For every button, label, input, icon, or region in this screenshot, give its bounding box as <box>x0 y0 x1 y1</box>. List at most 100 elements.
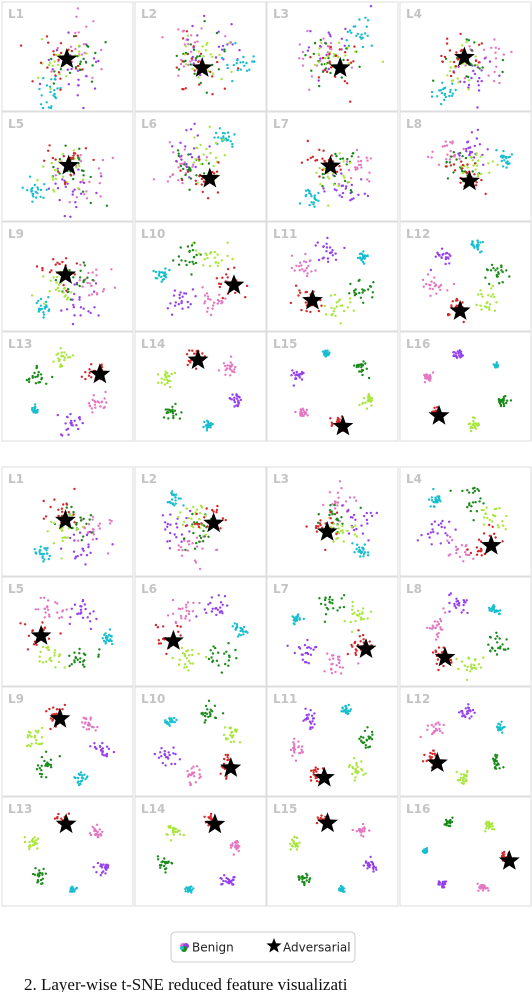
point <box>493 649 497 652</box>
point <box>351 600 354 604</box>
point <box>430 95 434 98</box>
point <box>172 416 175 420</box>
point <box>94 51 97 55</box>
point <box>33 548 36 551</box>
point <box>188 249 191 253</box>
point <box>69 156 73 159</box>
point <box>286 644 289 647</box>
point <box>487 294 490 297</box>
point <box>441 731 444 735</box>
point <box>166 522 169 526</box>
point <box>325 70 329 74</box>
point <box>338 165 341 168</box>
point <box>113 286 117 289</box>
point <box>364 746 367 749</box>
point <box>194 367 198 370</box>
point <box>183 654 187 658</box>
point <box>167 757 170 760</box>
point <box>187 610 191 613</box>
point <box>344 705 347 708</box>
point <box>350 155 353 158</box>
point <box>446 74 449 77</box>
point <box>317 258 321 262</box>
point <box>471 501 475 504</box>
point <box>221 301 224 304</box>
point <box>59 77 62 80</box>
point <box>506 162 510 166</box>
point <box>449 658 453 662</box>
point <box>192 531 195 535</box>
point <box>107 747 111 751</box>
point <box>90 407 94 410</box>
point <box>63 214 66 218</box>
point <box>306 29 309 33</box>
point <box>436 635 440 638</box>
point <box>78 660 82 664</box>
point <box>336 504 339 507</box>
point <box>314 159 317 162</box>
point <box>225 777 228 780</box>
point <box>199 536 203 540</box>
point <box>82 181 86 185</box>
panel-label: L13 <box>8 802 32 816</box>
point <box>34 867 37 870</box>
point <box>202 529 205 533</box>
point <box>224 297 227 300</box>
point <box>461 489 464 493</box>
point <box>59 347 62 350</box>
point <box>54 182 57 185</box>
point <box>56 261 59 264</box>
point <box>381 60 385 63</box>
point <box>324 353 327 357</box>
point <box>87 530 90 534</box>
point <box>354 648 357 651</box>
point <box>367 746 370 749</box>
point <box>83 51 86 54</box>
point <box>218 282 221 285</box>
point <box>223 50 226 53</box>
point <box>500 154 504 157</box>
point <box>28 840 31 844</box>
point <box>497 47 501 50</box>
point <box>455 51 458 54</box>
point <box>490 646 494 649</box>
point <box>464 553 468 556</box>
point <box>46 66 49 69</box>
point <box>330 48 333 51</box>
point <box>33 736 37 739</box>
point <box>476 550 480 553</box>
point <box>222 362 226 365</box>
point <box>298 877 301 880</box>
point <box>375 868 378 871</box>
point <box>187 543 191 546</box>
point <box>361 769 364 772</box>
point <box>177 166 180 169</box>
point <box>214 261 218 264</box>
point <box>472 156 476 159</box>
point <box>439 522 443 525</box>
point <box>343 51 347 54</box>
point <box>205 147 208 151</box>
point <box>186 300 189 304</box>
point <box>305 274 309 278</box>
point <box>65 298 69 301</box>
point <box>302 617 305 621</box>
point <box>52 706 55 709</box>
point <box>100 48 103 52</box>
point <box>159 866 162 869</box>
panel: L16 <box>399 331 532 442</box>
point <box>181 295 184 298</box>
point <box>221 48 224 51</box>
point <box>179 625 182 628</box>
point <box>350 630 354 633</box>
point <box>36 179 39 182</box>
point <box>208 711 211 714</box>
point <box>73 314 76 317</box>
point <box>493 309 497 312</box>
point <box>190 889 193 892</box>
point <box>218 293 221 296</box>
point <box>331 602 334 605</box>
point <box>92 394 96 397</box>
point <box>294 759 298 762</box>
point <box>105 204 109 207</box>
